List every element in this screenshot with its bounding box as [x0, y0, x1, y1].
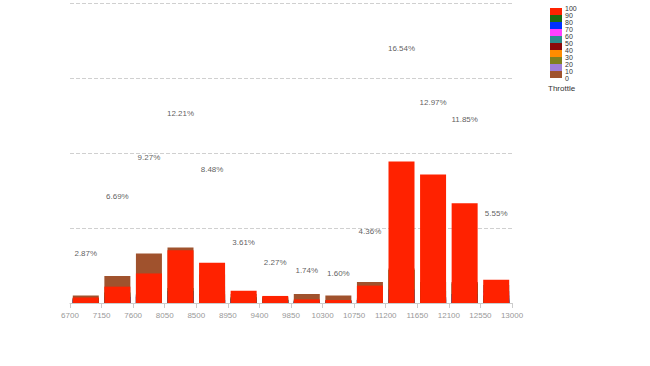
svg-text:5.55%: 5.55%	[485, 209, 508, 218]
svg-text:4.36%: 4.36%	[359, 227, 382, 236]
svg-text:6.69%: 6.69%	[106, 192, 129, 201]
svg-text:0: 0	[565, 75, 569, 82]
svg-text:3.61%: 3.61%	[232, 238, 255, 247]
svg-text:12.97%: 12.97%	[420, 98, 447, 107]
svg-text:10750: 10750	[343, 311, 366, 320]
svg-text:7600: 7600	[124, 311, 142, 320]
svg-text:20: 20	[565, 61, 573, 68]
svg-text:16.54%: 16.54%	[388, 44, 415, 53]
svg-text:1.74%: 1.74%	[295, 266, 318, 275]
svg-text:2.87%: 2.87%	[74, 249, 97, 258]
svg-text:11650: 11650	[406, 311, 428, 320]
svg-text:8.48%: 8.48%	[201, 165, 224, 174]
svg-text:10300: 10300	[311, 311, 334, 320]
svg-text:9.27%: 9.27%	[138, 153, 161, 162]
svg-text:12100: 12100	[438, 311, 461, 320]
svg-text:70: 70	[565, 26, 573, 33]
svg-text:Throttle: Throttle	[548, 84, 576, 93]
svg-text:12550: 12550	[469, 311, 492, 320]
svg-text:8500: 8500	[187, 311, 205, 320]
svg-text:30: 30	[565, 54, 573, 61]
svg-text:50: 50	[565, 40, 573, 47]
svg-text:12.21%: 12.21%	[167, 109, 194, 118]
svg-text:13000: 13000	[501, 311, 524, 320]
svg-text:6700: 6700	[61, 311, 79, 320]
svg-text:8050: 8050	[156, 311, 174, 320]
svg-text:2.27%: 2.27%	[264, 258, 287, 267]
svg-text:11200: 11200	[375, 311, 397, 320]
svg-text:10: 10	[565, 68, 573, 75]
svg-text:11.85%: 11.85%	[451, 115, 478, 124]
svg-text:100: 100	[565, 5, 577, 12]
svg-text:9400: 9400	[251, 311, 269, 320]
svg-text:9850: 9850	[282, 311, 300, 320]
svg-text:90: 90	[565, 12, 573, 19]
svg-text:80: 80	[565, 19, 573, 26]
svg-text:1.60%: 1.60%	[327, 269, 350, 278]
svg-text:60: 60	[565, 33, 573, 40]
svg-text:40: 40	[565, 47, 573, 54]
svg-text:8950: 8950	[219, 311, 237, 320]
svg-text:7150: 7150	[93, 311, 111, 320]
